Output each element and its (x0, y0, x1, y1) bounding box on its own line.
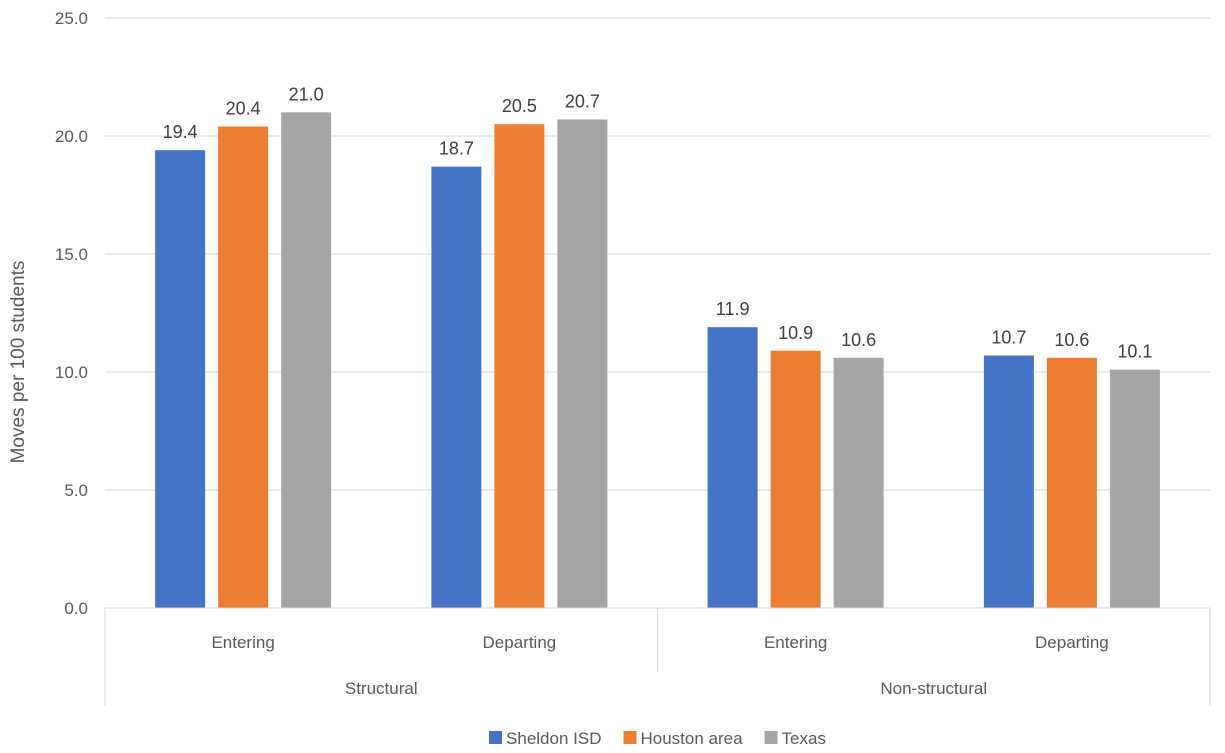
legend-item: Texas (764, 729, 826, 748)
bar (1109, 369, 1160, 608)
data-label: 20.4 (226, 99, 261, 119)
x-tick-label: Departing (483, 633, 557, 652)
gridlines (105, 17, 1210, 491)
bar (833, 357, 884, 608)
data-label: 20.7 (565, 91, 600, 111)
legend-swatch (623, 731, 637, 744)
bar (494, 124, 545, 608)
bar (707, 327, 758, 608)
legend-swatch (489, 731, 503, 744)
legend-label: Texas (782, 729, 826, 748)
data-label: 18.7 (439, 139, 474, 159)
bar (983, 355, 1034, 608)
legend-item: Houston area (623, 729, 743, 748)
data-label: 10.7 (991, 327, 1026, 347)
x-tick-label: Departing (1035, 633, 1109, 652)
data-label: 10.9 (778, 323, 813, 343)
data-label: 21.0 (289, 84, 324, 104)
y-tick-label: 0.0 (64, 599, 88, 618)
x-group-label: Structural (345, 679, 418, 698)
data-label: 10.6 (841, 330, 876, 350)
bar (770, 350, 821, 608)
bar (557, 119, 608, 608)
bar (281, 112, 332, 609)
data-label: 19.4 (163, 122, 198, 142)
data-labels: 19.4 20.4 21.0 18.7 20.5 20.7 11.9 10.9 10.6 10.7… (163, 84, 1153, 361)
y-tick-label: 20.0 (55, 127, 88, 146)
legend: Sheldon ISD Houston area Texas (489, 729, 826, 748)
data-label: 11.9 (716, 299, 750, 319)
y-tick-label: 15.0 (55, 245, 88, 264)
bar (431, 166, 482, 608)
legend-label: Houston area (640, 729, 743, 748)
y-tick-label: 25.0 (55, 9, 88, 28)
y-tick-label: 10.0 (55, 363, 88, 382)
legend-label: Sheldon ISD (506, 729, 601, 748)
x-axis: Entering Departing Entering Departing Struct… (104, 607, 1211, 706)
x-group-label: Non-structural (880, 679, 987, 698)
data-label: 20.5 (502, 96, 537, 116)
y-tick-label: 5.0 (64, 481, 88, 500)
legend-swatch (764, 731, 778, 744)
x-tick-label: Entering (764, 633, 827, 652)
y-tick-labels: 0.0 5.0 10.0 15.0 20.0 25.0 (55, 9, 88, 618)
legend-item: Sheldon ISD (489, 729, 601, 748)
y-axis-title: Moves per 100 students (8, 261, 29, 464)
x-tick-label: Entering (211, 633, 274, 652)
bar (218, 126, 269, 608)
bar (155, 150, 206, 608)
data-label: 10.6 (1054, 330, 1089, 350)
data-label: 10.1 (1117, 342, 1152, 362)
bar (1046, 357, 1097, 608)
bars (155, 112, 1160, 609)
